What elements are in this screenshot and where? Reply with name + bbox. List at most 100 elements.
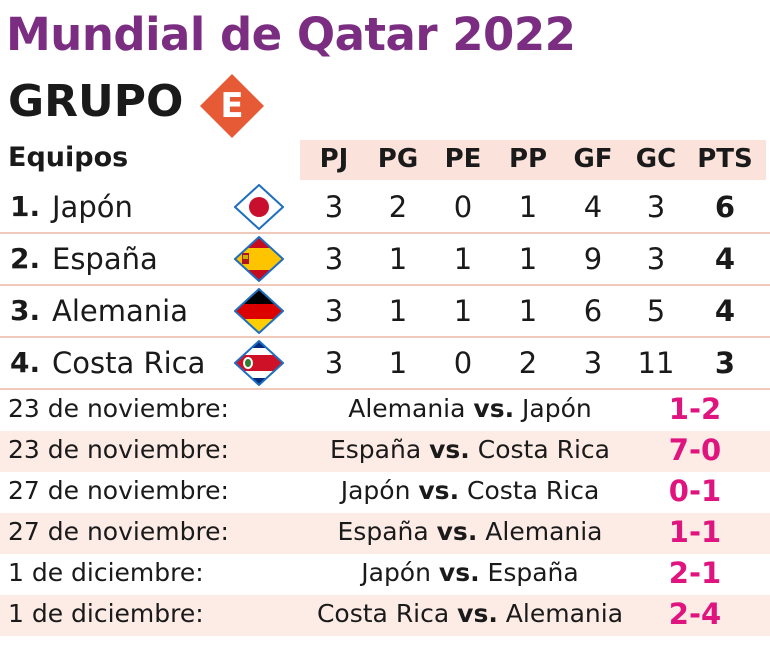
home-team: Alemania <box>348 394 466 423</box>
match-score: 1-1 <box>668 515 722 549</box>
stat-pp: 1 <box>518 242 538 276</box>
standings-row: 1. Japón 3 2 0 1 4 3 6 <box>0 182 770 234</box>
stat-pg: 2 <box>388 190 408 224</box>
away-team: Costa Rica <box>477 435 610 464</box>
home-team: Japón <box>340 476 411 505</box>
stat-gf: 3 <box>583 346 603 380</box>
team-column-header: Equipos <box>8 142 129 173</box>
stat-pg: 1 <box>388 242 408 276</box>
stat-pj: 3 <box>324 346 344 380</box>
vs-label: vs. <box>438 558 480 587</box>
away-team: Costa Rica <box>467 476 600 505</box>
team-name: Costa Rica <box>52 346 206 380</box>
stat-gc: 5 <box>646 294 666 328</box>
page-title: Mundial de Qatar 2022 <box>6 8 576 61</box>
stat-pts: 4 <box>714 294 736 328</box>
stat-pts: 6 <box>714 190 736 224</box>
match-results: 23 de noviembre: Alemania vs. Japón 1-2 … <box>0 390 770 636</box>
match-date: 1 de diciembre: <box>8 558 204 587</box>
column-header-pp: PP <box>508 144 548 174</box>
germany-flag-icon <box>234 288 284 334</box>
stat-pp: 2 <box>518 346 538 380</box>
stat-pe: 1 <box>453 242 473 276</box>
standings-table: Equipos PJ PG PE PP GF GC PTS 1. Japón 3… <box>0 138 770 390</box>
column-header-pj: PJ <box>319 144 349 174</box>
stat-pj: 3 <box>324 242 344 276</box>
stat-pe: 0 <box>453 190 473 224</box>
column-header-pts: PTS <box>697 144 753 174</box>
group-badge: E <box>198 72 266 140</box>
match-teams: Costa Rica vs. Alemania <box>270 599 670 628</box>
match-teams: Alemania vs. Japón <box>270 394 670 423</box>
stat-pj: 3 <box>324 190 344 224</box>
vs-label: vs. <box>429 435 470 464</box>
diamond-icon <box>200 74 264 138</box>
team-name: Alemania <box>52 294 188 328</box>
stat-pe: 1 <box>453 294 473 328</box>
column-header-gc: GC <box>635 144 677 174</box>
match-score: 1-2 <box>668 392 722 426</box>
match-row: 23 de noviembre: España vs. Costa Rica 7… <box>0 431 770 472</box>
team-position: 2. <box>10 242 41 275</box>
stat-gf: 4 <box>583 190 603 224</box>
match-row: 27 de noviembre: España vs. Alemania 1-1 <box>0 513 770 554</box>
away-team: Alemania <box>485 517 603 546</box>
match-score: 7-0 <box>668 433 722 467</box>
stat-gc: 3 <box>646 190 666 224</box>
home-team: España <box>329 435 422 464</box>
match-date: 23 de noviembre: <box>8 435 229 464</box>
spain-flag-icon <box>234 236 284 282</box>
match-teams: Japón vs. Costa Rica <box>270 476 670 505</box>
column-header-pg: PG <box>377 144 419 174</box>
match-row: 23 de noviembre: Alemania vs. Japón 1-2 <box>0 390 770 431</box>
match-row: 27 de noviembre: Japón vs. Costa Rica 0-… <box>0 472 770 513</box>
column-header-gf: GF <box>573 144 613 174</box>
match-score: 2-4 <box>668 597 722 631</box>
match-date: 27 de noviembre: <box>8 476 229 505</box>
match-score: 0-1 <box>668 474 722 508</box>
stat-pg: 1 <box>388 346 408 380</box>
team-name: España <box>52 242 158 276</box>
team-position: 3. <box>10 294 41 327</box>
standings-header: Equipos PJ PG PE PP GF GC PTS <box>0 138 770 182</box>
vs-label: vs. <box>418 476 460 505</box>
standings-row: 2. España 3 1 1 1 9 3 4 <box>0 234 770 286</box>
team-position: 1. <box>10 190 41 223</box>
home-team: Costa Rica <box>316 599 450 628</box>
match-teams: España vs. Alemania <box>270 517 670 546</box>
away-team: Japón <box>522 394 592 423</box>
home-team: España <box>337 517 429 546</box>
stat-gc: 11 <box>637 346 675 380</box>
standings-row: 3. Alemania 3 1 1 1 6 5 4 <box>0 286 770 338</box>
stat-pj: 3 <box>324 294 344 328</box>
away-team: España <box>487 558 579 587</box>
home-team: Japón <box>361 558 431 587</box>
vs-label: vs. <box>473 394 515 423</box>
match-date: 27 de noviembre: <box>8 517 229 546</box>
group-label: GRUPO <box>8 76 184 127</box>
stat-gf: 9 <box>583 242 603 276</box>
stat-pp: 1 <box>518 294 538 328</box>
match-row: 1 de diciembre: Japón vs. España 2-1 <box>0 554 770 595</box>
column-header-pe: PE <box>444 144 482 174</box>
standings-row: 4. Costa Rica 3 1 0 2 3 11 3 <box>0 338 770 390</box>
header-band <box>300 140 766 180</box>
stat-gc: 3 <box>646 242 666 276</box>
group-letter: E <box>220 86 244 126</box>
stat-pg: 1 <box>388 294 408 328</box>
match-row: 1 de diciembre: Costa Rica vs. Alemania … <box>0 595 770 636</box>
stat-pts: 4 <box>714 242 736 276</box>
team-position: 4. <box>10 346 41 379</box>
costa-rica-flag-icon <box>234 340 284 386</box>
away-team: Alemania <box>505 599 624 628</box>
match-teams: Japón vs. España <box>270 558 670 587</box>
japan-flag-icon <box>234 184 284 230</box>
stat-pp: 1 <box>518 190 538 224</box>
team-name: Japón <box>52 190 133 224</box>
match-date: 23 de noviembre: <box>8 394 229 423</box>
vs-label: vs. <box>457 599 498 628</box>
match-score: 2-1 <box>668 556 722 590</box>
match-date: 1 de diciembre: <box>8 599 204 628</box>
match-teams: España vs. Costa Rica <box>270 435 670 464</box>
stat-gf: 6 <box>583 294 603 328</box>
